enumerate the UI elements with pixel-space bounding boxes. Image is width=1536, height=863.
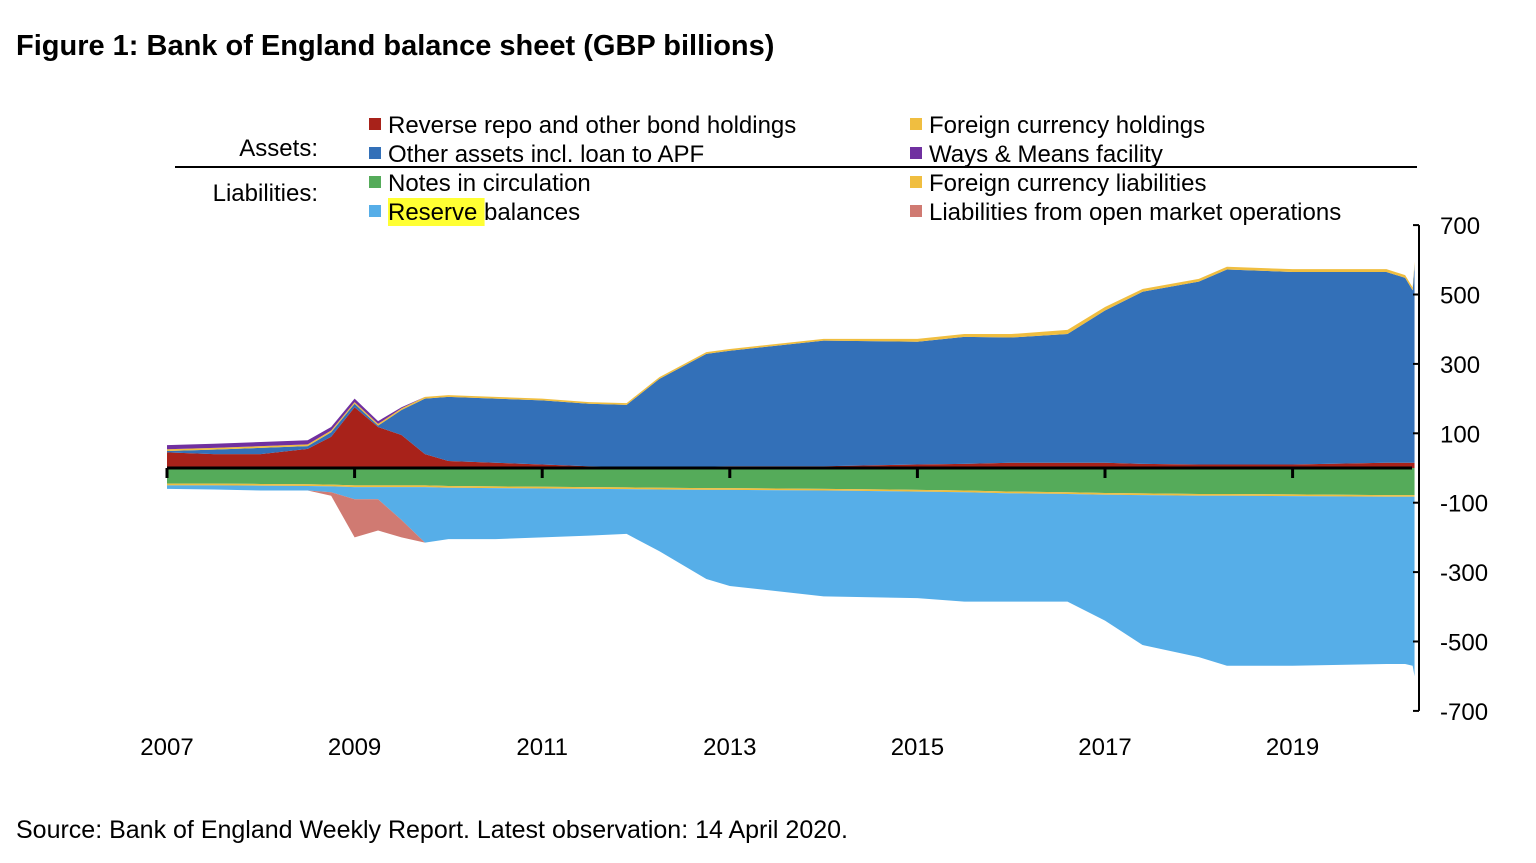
chart-title: Figure 1: Bank of England balance sheet … bbox=[16, 30, 774, 62]
legend-label-foreign-currency-liabilities: Foreign currency liabilities bbox=[929, 170, 1206, 197]
stacked-areas bbox=[167, 261, 1415, 677]
y-tick-label: -700 bbox=[1440, 699, 1488, 726]
legend-swatch-notes-in-circulation bbox=[369, 176, 381, 188]
area-reverse-repo-and-other-bond-holdings bbox=[167, 407, 1415, 468]
x-tick-label: 2017 bbox=[1078, 734, 1131, 761]
y-tick-label: -100 bbox=[1440, 491, 1488, 518]
legend: Assets: Liabilities: Reverse repo and ot… bbox=[175, 112, 1417, 226]
source-note: Source: Bank of England Weekly Report. L… bbox=[16, 816, 848, 844]
y-tick-label: -500 bbox=[1440, 630, 1488, 657]
legend-swatch-liabilities-from-open-market-operations bbox=[910, 205, 922, 217]
y-tick-label: 700 bbox=[1440, 213, 1480, 240]
x-tick-label: 2015 bbox=[891, 734, 944, 761]
y-tick-label: -300 bbox=[1440, 560, 1488, 587]
legend-swatch-ways-means-facility bbox=[910, 147, 922, 159]
legend-swatch-foreign-currency-holdings bbox=[910, 118, 922, 130]
x-tick-label: 2009 bbox=[328, 734, 381, 761]
legend-label-other-assets-incl-loan-to-apf: Other assets incl. loan to APF bbox=[388, 141, 704, 168]
legend-highlight bbox=[388, 198, 485, 226]
legend-label-ways-means-facility: Ways & Means facility bbox=[929, 141, 1163, 168]
legend-swatch-reserve-balances bbox=[369, 205, 381, 217]
legend-label-reverse-repo-and-other-bond-holdings: Reverse repo and other bond holdings bbox=[388, 112, 796, 139]
legend-label-notes-in-circulation: Notes in circulation bbox=[388, 170, 591, 197]
area-other-assets-incl-loan-to-apf bbox=[167, 264, 1415, 467]
legend-liabilities-label: Liabilities: bbox=[213, 180, 318, 207]
legend-swatch-reverse-repo-and-other-bond-holdings bbox=[369, 118, 381, 130]
area-foreign-currency-liabilities bbox=[167, 483, 1415, 497]
area-notes-in-circulation bbox=[167, 468, 1415, 496]
x-tick-label: 2013 bbox=[703, 734, 756, 761]
legend-label-liabilities-from-open-market-operations: Liabilities from open market operations bbox=[929, 199, 1341, 226]
legend-swatch-foreign-currency-liabilities bbox=[910, 176, 922, 188]
y-tick-label: 300 bbox=[1440, 352, 1480, 379]
y-tick-label: 100 bbox=[1440, 421, 1480, 448]
legend-label-foreign-currency-holdings: Foreign currency holdings bbox=[929, 112, 1205, 139]
area-foreign-currency-holdings bbox=[167, 261, 1415, 451]
area-reserve-balances bbox=[167, 485, 1415, 677]
x-tick-label: 2019 bbox=[1266, 734, 1319, 761]
x-tick-label: 2007 bbox=[140, 734, 193, 761]
legend-assets-label: Assets: bbox=[239, 135, 318, 162]
legend-label-reserve-balances: Reserve balances bbox=[388, 199, 580, 226]
y-tick-label: 500 bbox=[1440, 283, 1480, 310]
axes: 2007 2009 2011 2013 2015 2017 2019 700 500 300 100… bbox=[140, 213, 1488, 761]
x-tick-label: 2011 bbox=[516, 734, 568, 761]
legend-swatch-other-assets-incl-loan-to-apf bbox=[369, 147, 381, 159]
